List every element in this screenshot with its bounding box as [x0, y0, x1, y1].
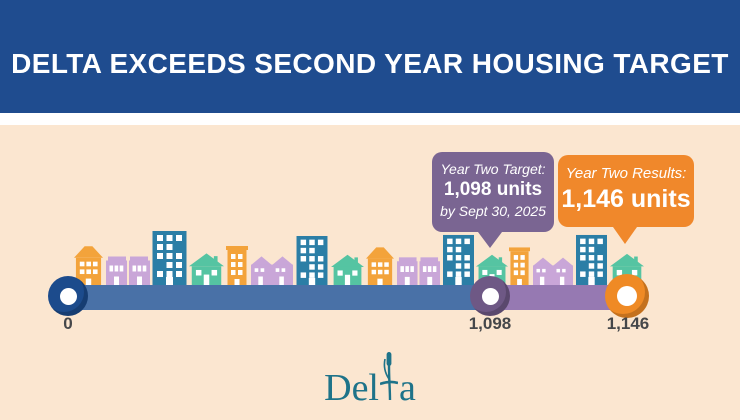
callout-target-tail [478, 232, 502, 248]
building-duplex-flat [397, 257, 440, 287]
callout-target: Year Two Target: 1,098 units by Sept 30,… [432, 152, 554, 248]
axis-label-target: 1,098 [468, 314, 512, 333]
building-duplex-gable [251, 255, 293, 287]
header-banner: DELTA EXCEEDS SECOND YEAR HOUSING TARGET [0, 0, 740, 113]
logo-text-pre: Del [324, 367, 379, 409]
delta-logo: Del a [0, 352, 740, 409]
callout-results-tail [613, 227, 637, 244]
callout-target-value: 1,098 units [443, 179, 543, 200]
marker-results-pip [617, 286, 637, 306]
callout-target-title: Year Two Target: [440, 161, 546, 177]
callout-target-deadline: by Sept 30, 2025 [440, 203, 546, 219]
axis-label-start: 0 [63, 314, 73, 333]
callout-results-value: 1,146 units [561, 185, 691, 213]
building-tower [576, 234, 607, 287]
building-duplex-flat [106, 256, 150, 287]
marker-results [605, 274, 649, 318]
cattail-icon [380, 352, 398, 400]
building-duplex-gable [533, 256, 573, 287]
axis-label-results: 1,146 [606, 314, 650, 333]
building-house-gable [366, 247, 394, 287]
marker-target-pip [481, 287, 499, 305]
building-tower [296, 236, 328, 287]
building-house-green [331, 253, 364, 287]
marker-start [48, 276, 88, 316]
timeline-bar-blue [56, 285, 492, 310]
building-tower [443, 234, 474, 287]
marker-start-pip [59, 287, 77, 305]
building-house-green [189, 252, 224, 287]
building-midrise [509, 247, 530, 287]
callout-results: Year Two Results: 1,146 units [558, 155, 694, 244]
page-title: DELTA EXCEEDS SECOND YEAR HOUSING TARGET [11, 47, 729, 79]
header-divider [0, 113, 740, 125]
building-midrise [226, 246, 248, 287]
marker-target [470, 276, 510, 316]
logo-text-post: a [399, 367, 416, 409]
callout-results-title: Year Two Results: [565, 165, 687, 182]
building-tower [152, 231, 187, 287]
